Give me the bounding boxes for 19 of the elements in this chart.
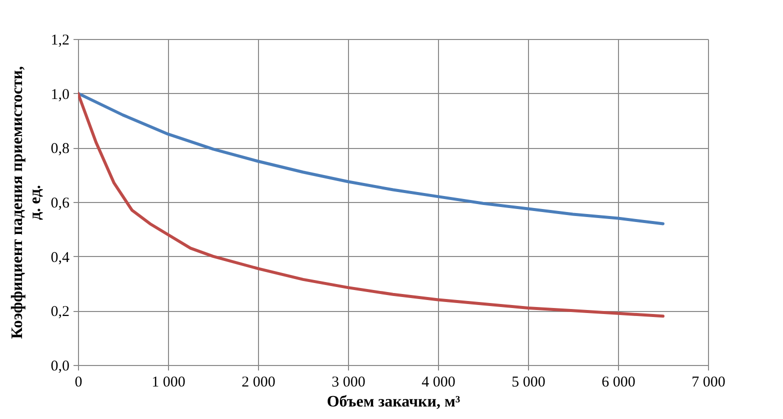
- x-axis-title: Объем закачки, м³: [326, 394, 460, 410]
- x-tick-label: 4 000: [422, 374, 456, 390]
- x-tick-label: 6 000: [602, 374, 636, 390]
- line-series: [78, 92, 664, 318]
- y-tick-label: 0,2: [50, 304, 70, 320]
- y-tick-label: 0,4: [50, 250, 70, 266]
- y-tick-label: 0,8: [50, 141, 70, 158]
- y-axis-title: Коэффициент падения приемистости, д. ед.: [8, 66, 44, 339]
- line-series: [78, 92, 664, 226]
- x-tick-label: 0: [74, 374, 82, 390]
- y-tick-label: 0,6: [50, 196, 70, 212]
- x-tick-label: 3 000: [332, 374, 366, 390]
- x-tick-label: 5 000: [512, 374, 546, 390]
- y-tick-label: 1,0: [50, 86, 70, 103]
- x-tick-label: 7 000: [692, 374, 726, 390]
- y-tick-label: 1,2: [50, 32, 70, 48]
- y-tick-label: 0,0: [50, 358, 70, 374]
- x-tick-label: 1 000: [152, 374, 186, 390]
- x-tick-label: 2 000: [242, 374, 276, 390]
